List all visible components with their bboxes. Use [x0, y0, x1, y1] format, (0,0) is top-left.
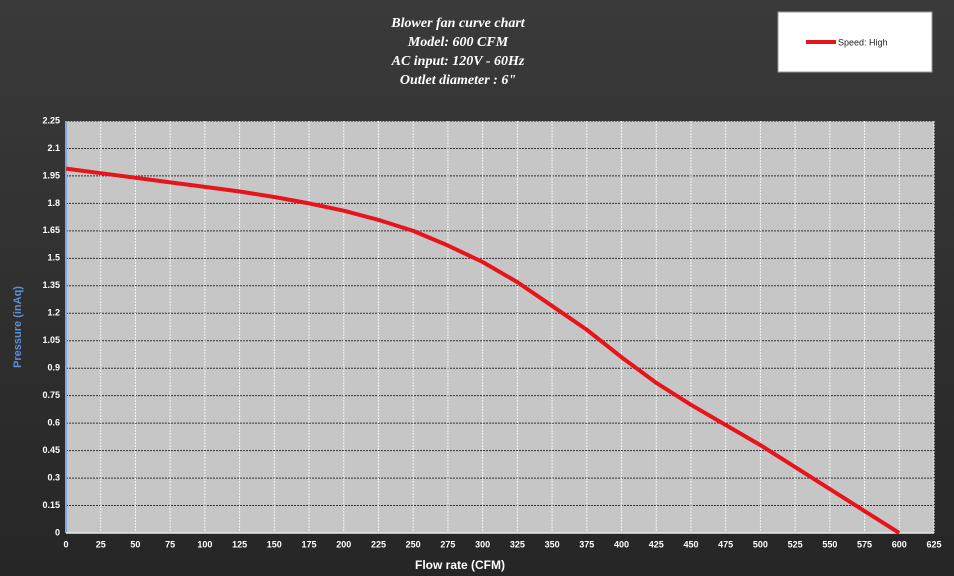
x-tick-label: 25 [96, 539, 106, 549]
x-tick-label: 300 [475, 539, 490, 549]
y-tick-label: 1.65 [42, 225, 60, 235]
x-tick-label: 400 [614, 539, 629, 549]
x-tick-label: 375 [579, 539, 594, 549]
chart-title: Model: 600 CFM [407, 35, 509, 50]
x-tick-label: 425 [649, 539, 664, 549]
y-axis-title: Pressure (inAq) [12, 286, 24, 368]
title-group: Blower fan curve chart Model: 600 CFM AC i… [390, 16, 526, 88]
x-tick-label: 50 [130, 539, 140, 549]
y-tick-label: 0 [55, 527, 60, 537]
x-tick-label: 350 [545, 539, 560, 549]
y-tick-label: 0.6 [47, 418, 60, 428]
y-tick-label: 2.1 [47, 143, 60, 153]
x-axis-title: Flow rate (CFM) [415, 558, 505, 572]
x-tick-label: 0 [63, 539, 68, 549]
x-tick-label: 200 [336, 539, 351, 549]
chart-title: Blower fan curve chart [390, 16, 526, 31]
y-tick-label: 1.8 [47, 198, 60, 208]
x-tick-label: 75 [165, 539, 175, 549]
line-series [65, 166, 901, 535]
legend-label: Speed: High [838, 37, 888, 47]
x-tick-label: 450 [683, 539, 698, 549]
y-tick-label: 1.95 [42, 170, 60, 180]
chart-title: Outlet diameter : 6" [400, 73, 516, 88]
y-tick-label: 0.75 [42, 390, 60, 400]
x-tick-label: 500 [753, 539, 768, 549]
y-tick-label: 0.15 [42, 500, 60, 510]
y-tick-label: 1.35 [42, 280, 60, 290]
x-tick-label: 175 [302, 539, 317, 549]
x-tick-label: 100 [197, 539, 212, 549]
x-tick-label: 150 [267, 539, 282, 549]
legend-box [777, 11, 933, 73]
x-tick-label: 625 [926, 539, 941, 549]
y-tick-label: 1.2 [47, 308, 60, 318]
x-tick-label: 225 [371, 539, 386, 549]
x-tick-label: 550 [822, 539, 837, 549]
x-tick-label: 325 [510, 539, 525, 549]
x-tick-label: 275 [440, 539, 455, 549]
y-tick-label: 1.05 [42, 335, 60, 345]
x-tick-label: 600 [892, 539, 907, 549]
x-tick-label: 125 [232, 539, 247, 549]
y-tick-label: 1.5 [47, 253, 60, 263]
y-tick-label: 0.3 [47, 472, 60, 482]
y-tick-label: 0.45 [42, 445, 60, 455]
y-tick-label: 2.25 [42, 115, 60, 125]
x-tick-label: 475 [718, 539, 733, 549]
y-tick-label: 0.9 [47, 363, 60, 373]
x-tick-label: 250 [406, 539, 421, 549]
x-tick-label: 525 [788, 539, 803, 549]
chart-title: AC input: 120V - 60Hz [391, 54, 525, 69]
x-tick-label: 575 [857, 539, 872, 549]
